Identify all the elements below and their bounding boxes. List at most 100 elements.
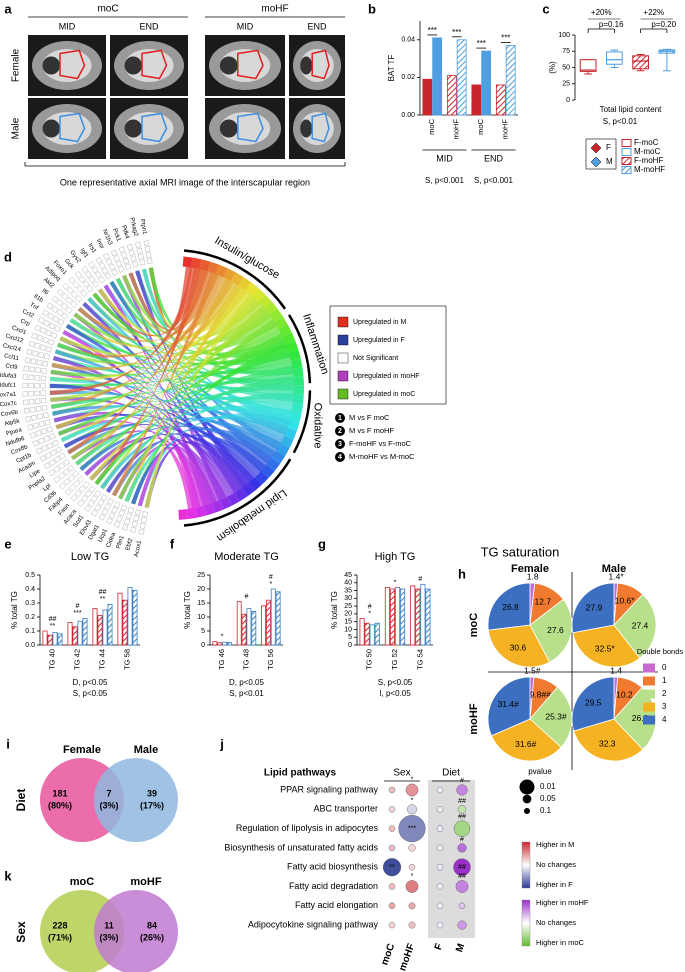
bubble <box>388 825 396 832</box>
significance: ## <box>458 873 466 880</box>
gene-tile <box>35 447 43 455</box>
pie-slice <box>573 718 644 762</box>
gene-tile <box>62 468 70 476</box>
significance: ## <box>99 589 107 596</box>
category-band <box>282 332 296 345</box>
legend-label: M-moHF <box>634 165 665 174</box>
significance: ## <box>458 814 466 821</box>
label: (26%) <box>140 932 164 942</box>
number-badge <box>335 452 345 462</box>
bar <box>107 604 113 646</box>
bar <box>117 592 123 646</box>
label: moC <box>468 613 480 638</box>
legend-swatch <box>621 166 632 174</box>
footnote: S, p<0.001 <box>474 176 513 185</box>
category-band <box>231 272 244 286</box>
gene-tile <box>51 295 59 303</box>
category-label: Oxidative <box>311 403 323 449</box>
gene-tile <box>34 383 40 389</box>
gene-label: Cox6b <box>0 410 19 419</box>
significance: ** <box>50 623 56 630</box>
gene-tile <box>110 249 118 257</box>
gene-tile <box>138 253 144 260</box>
box <box>606 51 623 65</box>
y-tick-label: 0 <box>201 642 205 649</box>
gene-tile <box>46 442 54 450</box>
x-tick-label: TG 46 <box>217 649 226 670</box>
bar <box>102 609 108 646</box>
mri-core <box>124 119 142 138</box>
gene-label: Pck1 <box>111 228 121 243</box>
gene-label: Acox1 <box>134 539 143 557</box>
legend-icon <box>590 156 602 168</box>
y-axis-label: (%) <box>548 61 557 74</box>
chord-ribbon <box>105 376 295 493</box>
legend-swatch <box>643 715 655 725</box>
bar <box>481 50 492 116</box>
gene-tile <box>92 280 99 288</box>
gene-tile <box>74 271 82 279</box>
gene-tile <box>73 480 81 488</box>
category-arc <box>292 390 312 454</box>
bar <box>97 615 103 646</box>
bar <box>132 590 138 646</box>
legend-label: F <box>606 143 611 152</box>
gene-tile <box>88 275 96 283</box>
gene-tile <box>77 475 85 483</box>
gene-tile <box>61 312 69 320</box>
category-band <box>238 277 252 291</box>
bubble <box>398 815 426 843</box>
chord-ribbon <box>67 417 282 455</box>
bar <box>222 641 228 646</box>
bubble <box>436 902 444 909</box>
label: Sex <box>393 768 410 779</box>
y-axis-label: BAT TF <box>387 55 396 82</box>
label: p=0.16 <box>599 20 624 29</box>
gene-tile <box>65 296 73 304</box>
gene-tile <box>52 439 59 447</box>
footnote: D, p<0.05 <box>73 678 108 687</box>
gene-tile <box>41 405 48 411</box>
gene-tile <box>98 276 106 284</box>
bar <box>47 634 53 646</box>
column-band <box>428 780 475 938</box>
legend-label: Upregulated in F <box>353 337 405 344</box>
gene-label: Il1b <box>33 294 45 305</box>
significance: # <box>269 574 273 581</box>
size-key <box>519 779 535 795</box>
gene-tile <box>47 312 55 320</box>
gene-tile <box>36 359 43 366</box>
footnote: D, p<0.05 <box>229 678 264 687</box>
gene-tile <box>49 433 56 440</box>
gene-tile <box>44 452 52 459</box>
gene-tile <box>31 332 38 340</box>
gene-tile <box>62 282 70 290</box>
gene-tile <box>104 272 112 280</box>
gene-tile <box>123 518 131 525</box>
gene-tile <box>34 398 41 404</box>
gene-tile <box>70 494 78 502</box>
legend-swatch <box>621 157 632 165</box>
gene-tile <box>146 258 153 264</box>
category-band <box>182 256 193 268</box>
slice-label: 10.2 <box>616 689 633 699</box>
gene-tile <box>48 459 56 466</box>
gene-tile <box>87 500 95 507</box>
gene-tile <box>34 375 41 381</box>
gene-tile <box>122 257 130 265</box>
x-axis-label: Total lipid content <box>600 105 663 114</box>
x-tick-label: TG 40 <box>47 649 56 670</box>
bar <box>236 601 242 646</box>
mri-core <box>42 56 60 75</box>
significance: ## <box>49 616 57 623</box>
chord-ribbon <box>118 318 277 500</box>
bar <box>127 587 133 646</box>
label: Diet <box>14 789 28 812</box>
gene-tile <box>78 485 86 493</box>
gene-tile <box>38 420 45 427</box>
legend-swatch <box>643 689 655 699</box>
chord-ribbon <box>51 276 229 371</box>
bar <box>420 583 426 646</box>
legend-title: Double bonds <box>637 647 684 656</box>
label: g <box>318 536 326 551</box>
